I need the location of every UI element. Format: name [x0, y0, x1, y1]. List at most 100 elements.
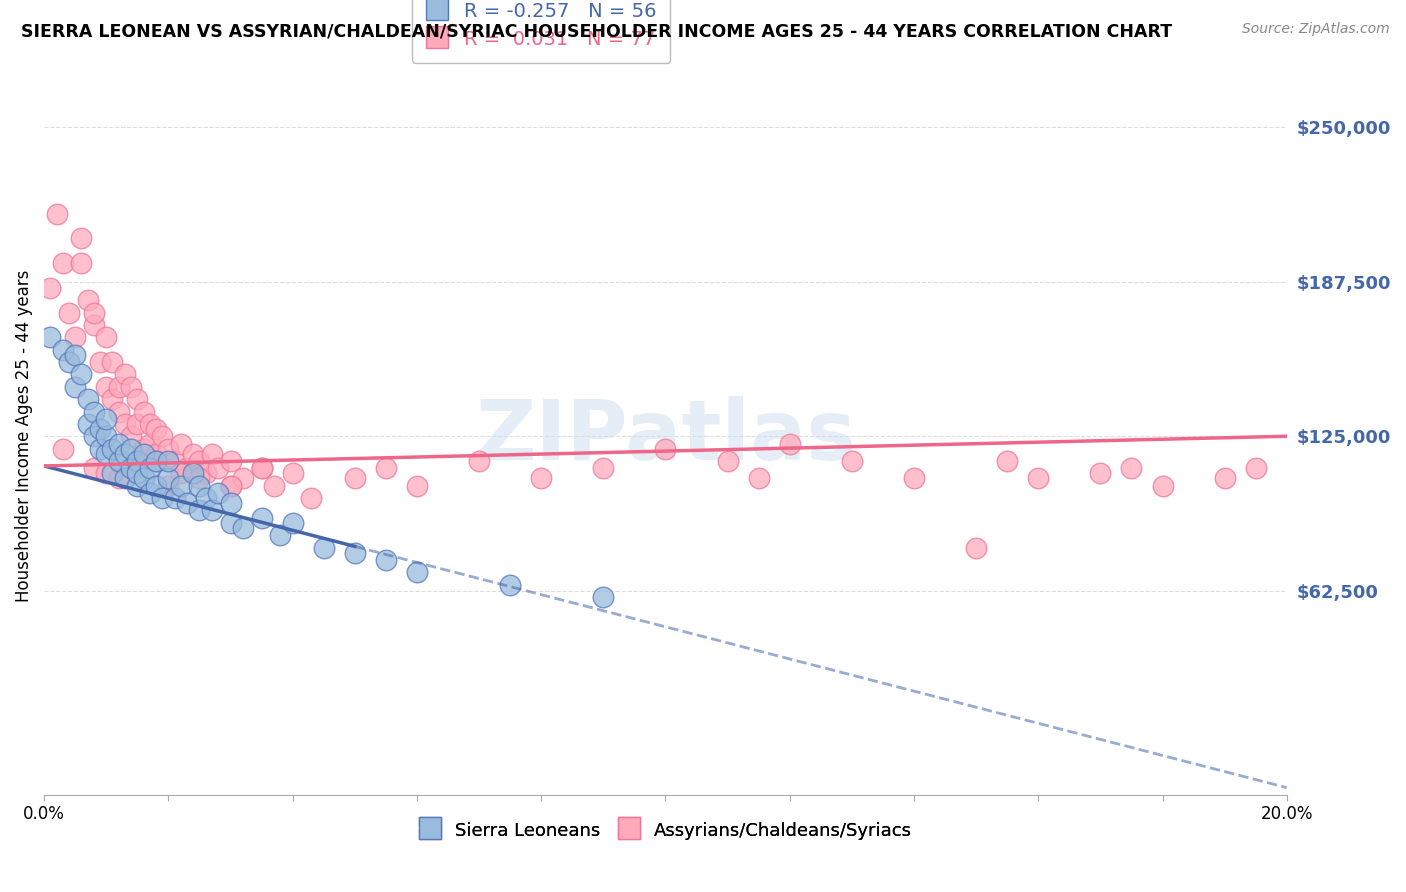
Point	[150, 491, 173, 505]
Point	[96, 446, 118, 460]
Point	[39, 330, 62, 344]
Point	[127, 417, 149, 431]
Point	[150, 429, 173, 443]
Point	[52, 343, 75, 357]
Point	[219, 454, 242, 468]
Point	[114, 417, 136, 431]
Point	[468, 454, 491, 468]
Point	[138, 436, 160, 450]
Point	[89, 355, 111, 369]
Point	[163, 491, 186, 505]
Point	[207, 486, 229, 500]
Point	[63, 330, 86, 344]
Point	[592, 461, 614, 475]
Point	[188, 454, 211, 468]
Point	[114, 446, 136, 460]
Point	[219, 496, 242, 510]
Point	[127, 479, 149, 493]
Point	[343, 545, 366, 559]
Point	[138, 461, 160, 475]
Point	[194, 467, 217, 481]
Point	[120, 380, 142, 394]
Point	[120, 429, 142, 443]
Point	[779, 436, 801, 450]
Point	[101, 392, 124, 406]
Point	[145, 446, 167, 460]
Point	[96, 412, 118, 426]
Point	[176, 461, 198, 475]
Point	[530, 471, 553, 485]
Point	[45, 206, 67, 220]
Point	[343, 471, 366, 485]
Point	[107, 471, 129, 485]
Point	[1026, 471, 1049, 485]
Point	[58, 305, 80, 319]
Point	[76, 417, 98, 431]
Point	[89, 422, 111, 436]
Point	[96, 467, 118, 481]
Point	[1152, 479, 1174, 493]
Point	[188, 503, 211, 517]
Text: Source: ZipAtlas.com: Source: ZipAtlas.com	[1241, 22, 1389, 37]
Point	[176, 496, 198, 510]
Point	[232, 471, 254, 485]
Point	[157, 471, 180, 485]
Point	[170, 467, 193, 481]
Point	[52, 256, 75, 270]
Point	[299, 491, 322, 505]
Point	[120, 461, 142, 475]
Point	[281, 467, 304, 481]
Point	[101, 355, 124, 369]
Point	[188, 479, 211, 493]
Point	[70, 256, 93, 270]
Point	[89, 442, 111, 456]
Point	[748, 471, 770, 485]
Point	[145, 422, 167, 436]
Point	[107, 380, 129, 394]
Point	[995, 454, 1018, 468]
Point	[76, 392, 98, 406]
Point	[201, 503, 224, 517]
Text: ZIPatlas: ZIPatlas	[475, 396, 856, 476]
Point	[181, 446, 204, 460]
Point	[903, 471, 925, 485]
Point	[107, 404, 129, 418]
Point	[219, 479, 242, 493]
Point	[145, 454, 167, 468]
Point	[1121, 461, 1143, 475]
Point	[219, 479, 242, 493]
Point	[101, 442, 124, 456]
Point	[250, 461, 273, 475]
Point	[170, 479, 193, 493]
Point	[83, 461, 105, 475]
Text: SIERRA LEONEAN VS ASSYRIAN/CHALDEAN/SYRIAC HOUSEHOLDER INCOME AGES 25 - 44 YEARS: SIERRA LEONEAN VS ASSYRIAN/CHALDEAN/SYRI…	[21, 22, 1173, 40]
Point	[138, 486, 160, 500]
Point	[58, 355, 80, 369]
Point	[207, 461, 229, 475]
Point	[127, 454, 149, 468]
Point	[170, 436, 193, 450]
Point	[114, 368, 136, 382]
Point	[83, 318, 105, 332]
Point	[157, 479, 180, 493]
Point	[70, 368, 93, 382]
Point	[127, 467, 149, 481]
Y-axis label: Householder Income Ages 25 - 44 years: Householder Income Ages 25 - 44 years	[15, 270, 32, 602]
Point	[965, 541, 987, 555]
Point	[219, 516, 242, 530]
Point	[127, 454, 149, 468]
Point	[83, 404, 105, 418]
Point	[232, 521, 254, 535]
Point	[312, 541, 335, 555]
Point	[406, 479, 429, 493]
Point	[107, 436, 129, 450]
Point	[132, 404, 155, 418]
Point	[250, 461, 273, 475]
Point	[1090, 467, 1112, 481]
Point	[181, 467, 204, 481]
Point	[52, 442, 75, 456]
Point	[63, 348, 86, 362]
Point	[145, 479, 167, 493]
Point	[96, 330, 118, 344]
Point	[1213, 471, 1236, 485]
